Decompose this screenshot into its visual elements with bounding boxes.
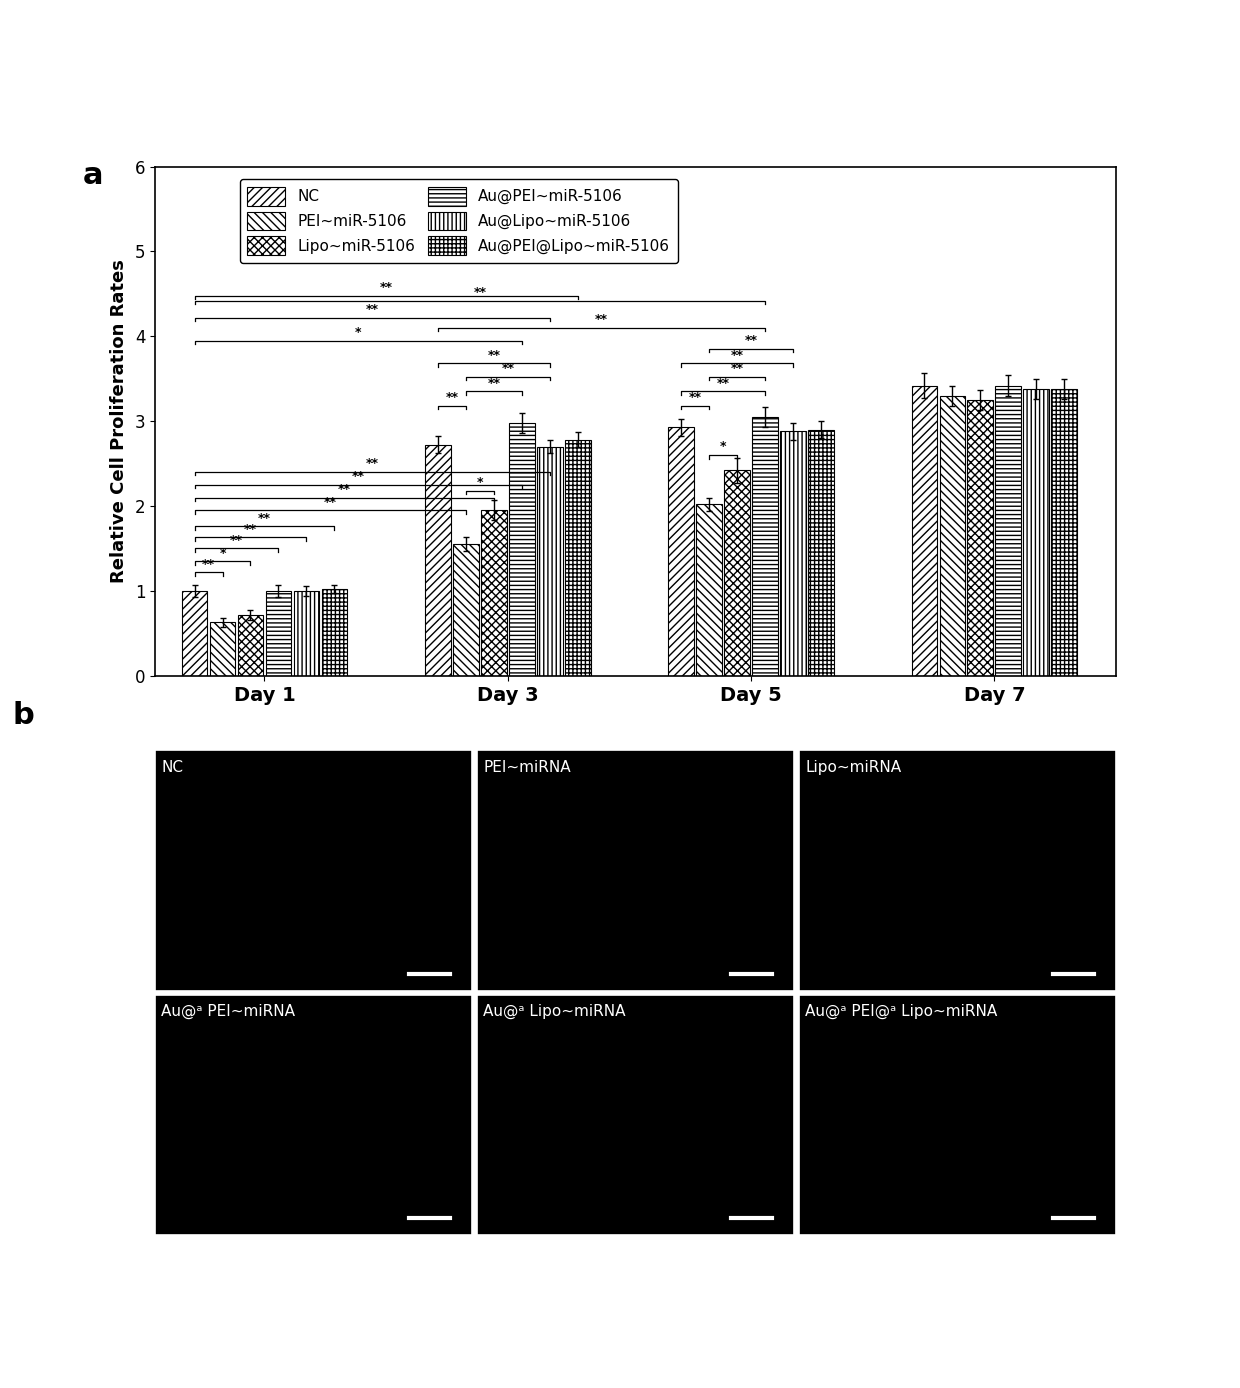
Text: Au@ᵃ PEI~miRNA: Au@ᵃ PEI~miRNA: [161, 1005, 295, 1019]
Text: **: **: [324, 496, 337, 508]
Text: **: **: [501, 362, 515, 375]
Legend: NC, PEI~miR-5106, Lipo~miR-5106, Au@PEI~miR-5106, Au@Lipo~miR-5106, Au@PEI@Lipo~: NC, PEI~miR-5106, Lipo~miR-5106, Au@PEI~…: [239, 179, 678, 262]
Text: *: *: [219, 547, 226, 559]
Bar: [321, 590, 347, 676]
Text: Lipo~miRNA: Lipo~miRNA: [805, 761, 901, 775]
Text: **: **: [730, 362, 744, 375]
Text: *: *: [355, 326, 361, 339]
Text: **: **: [337, 483, 351, 496]
Text: **: **: [487, 376, 500, 390]
Bar: [808, 430, 833, 676]
Text: **: **: [352, 471, 365, 483]
Text: Au@ᵃ PEI@ᵃ Lipo~miRNA: Au@ᵃ PEI@ᵃ Lipo~miRNA: [805, 1005, 997, 1019]
Bar: [1052, 389, 1078, 676]
Bar: [996, 386, 1022, 676]
Bar: [182, 591, 207, 676]
Text: Au@ᵃ Lipo~miRNA: Au@ᵃ Lipo~miRNA: [484, 1005, 626, 1019]
Bar: [696, 504, 722, 676]
Bar: [967, 400, 993, 676]
Text: a: a: [83, 161, 103, 190]
Text: *: *: [720, 440, 727, 454]
Text: NC: NC: [161, 761, 184, 775]
Bar: [753, 416, 777, 676]
Bar: [1023, 389, 1049, 676]
Text: b: b: [12, 701, 35, 730]
Bar: [668, 428, 694, 676]
Text: **: **: [244, 523, 257, 536]
Text: **: **: [487, 348, 500, 362]
Bar: [940, 396, 965, 676]
Bar: [425, 446, 450, 676]
Bar: [238, 615, 263, 676]
Text: **: **: [445, 391, 459, 404]
Bar: [453, 544, 479, 676]
Text: **: **: [595, 314, 608, 326]
Bar: [508, 423, 534, 676]
Text: **: **: [229, 534, 243, 547]
Text: **: **: [379, 280, 393, 294]
Bar: [210, 622, 236, 676]
Text: **: **: [474, 286, 486, 298]
Bar: [294, 591, 320, 676]
Text: *: *: [476, 476, 484, 489]
Bar: [780, 432, 806, 676]
Bar: [537, 447, 563, 676]
Text: **: **: [717, 376, 729, 390]
Bar: [911, 386, 937, 676]
Bar: [481, 511, 507, 676]
Bar: [724, 471, 750, 676]
Text: **: **: [730, 348, 744, 362]
Bar: [565, 440, 590, 676]
Bar: [265, 591, 291, 676]
Text: **: **: [366, 458, 378, 471]
Text: **: **: [258, 512, 272, 525]
Text: **: **: [744, 335, 758, 347]
Text: **: **: [688, 391, 702, 404]
Y-axis label: Relative Cell Proliferation Rates: Relative Cell Proliferation Rates: [109, 260, 128, 583]
Text: **: **: [366, 303, 378, 316]
Text: **: **: [202, 558, 215, 570]
Text: PEI~miRNA: PEI~miRNA: [484, 761, 570, 775]
